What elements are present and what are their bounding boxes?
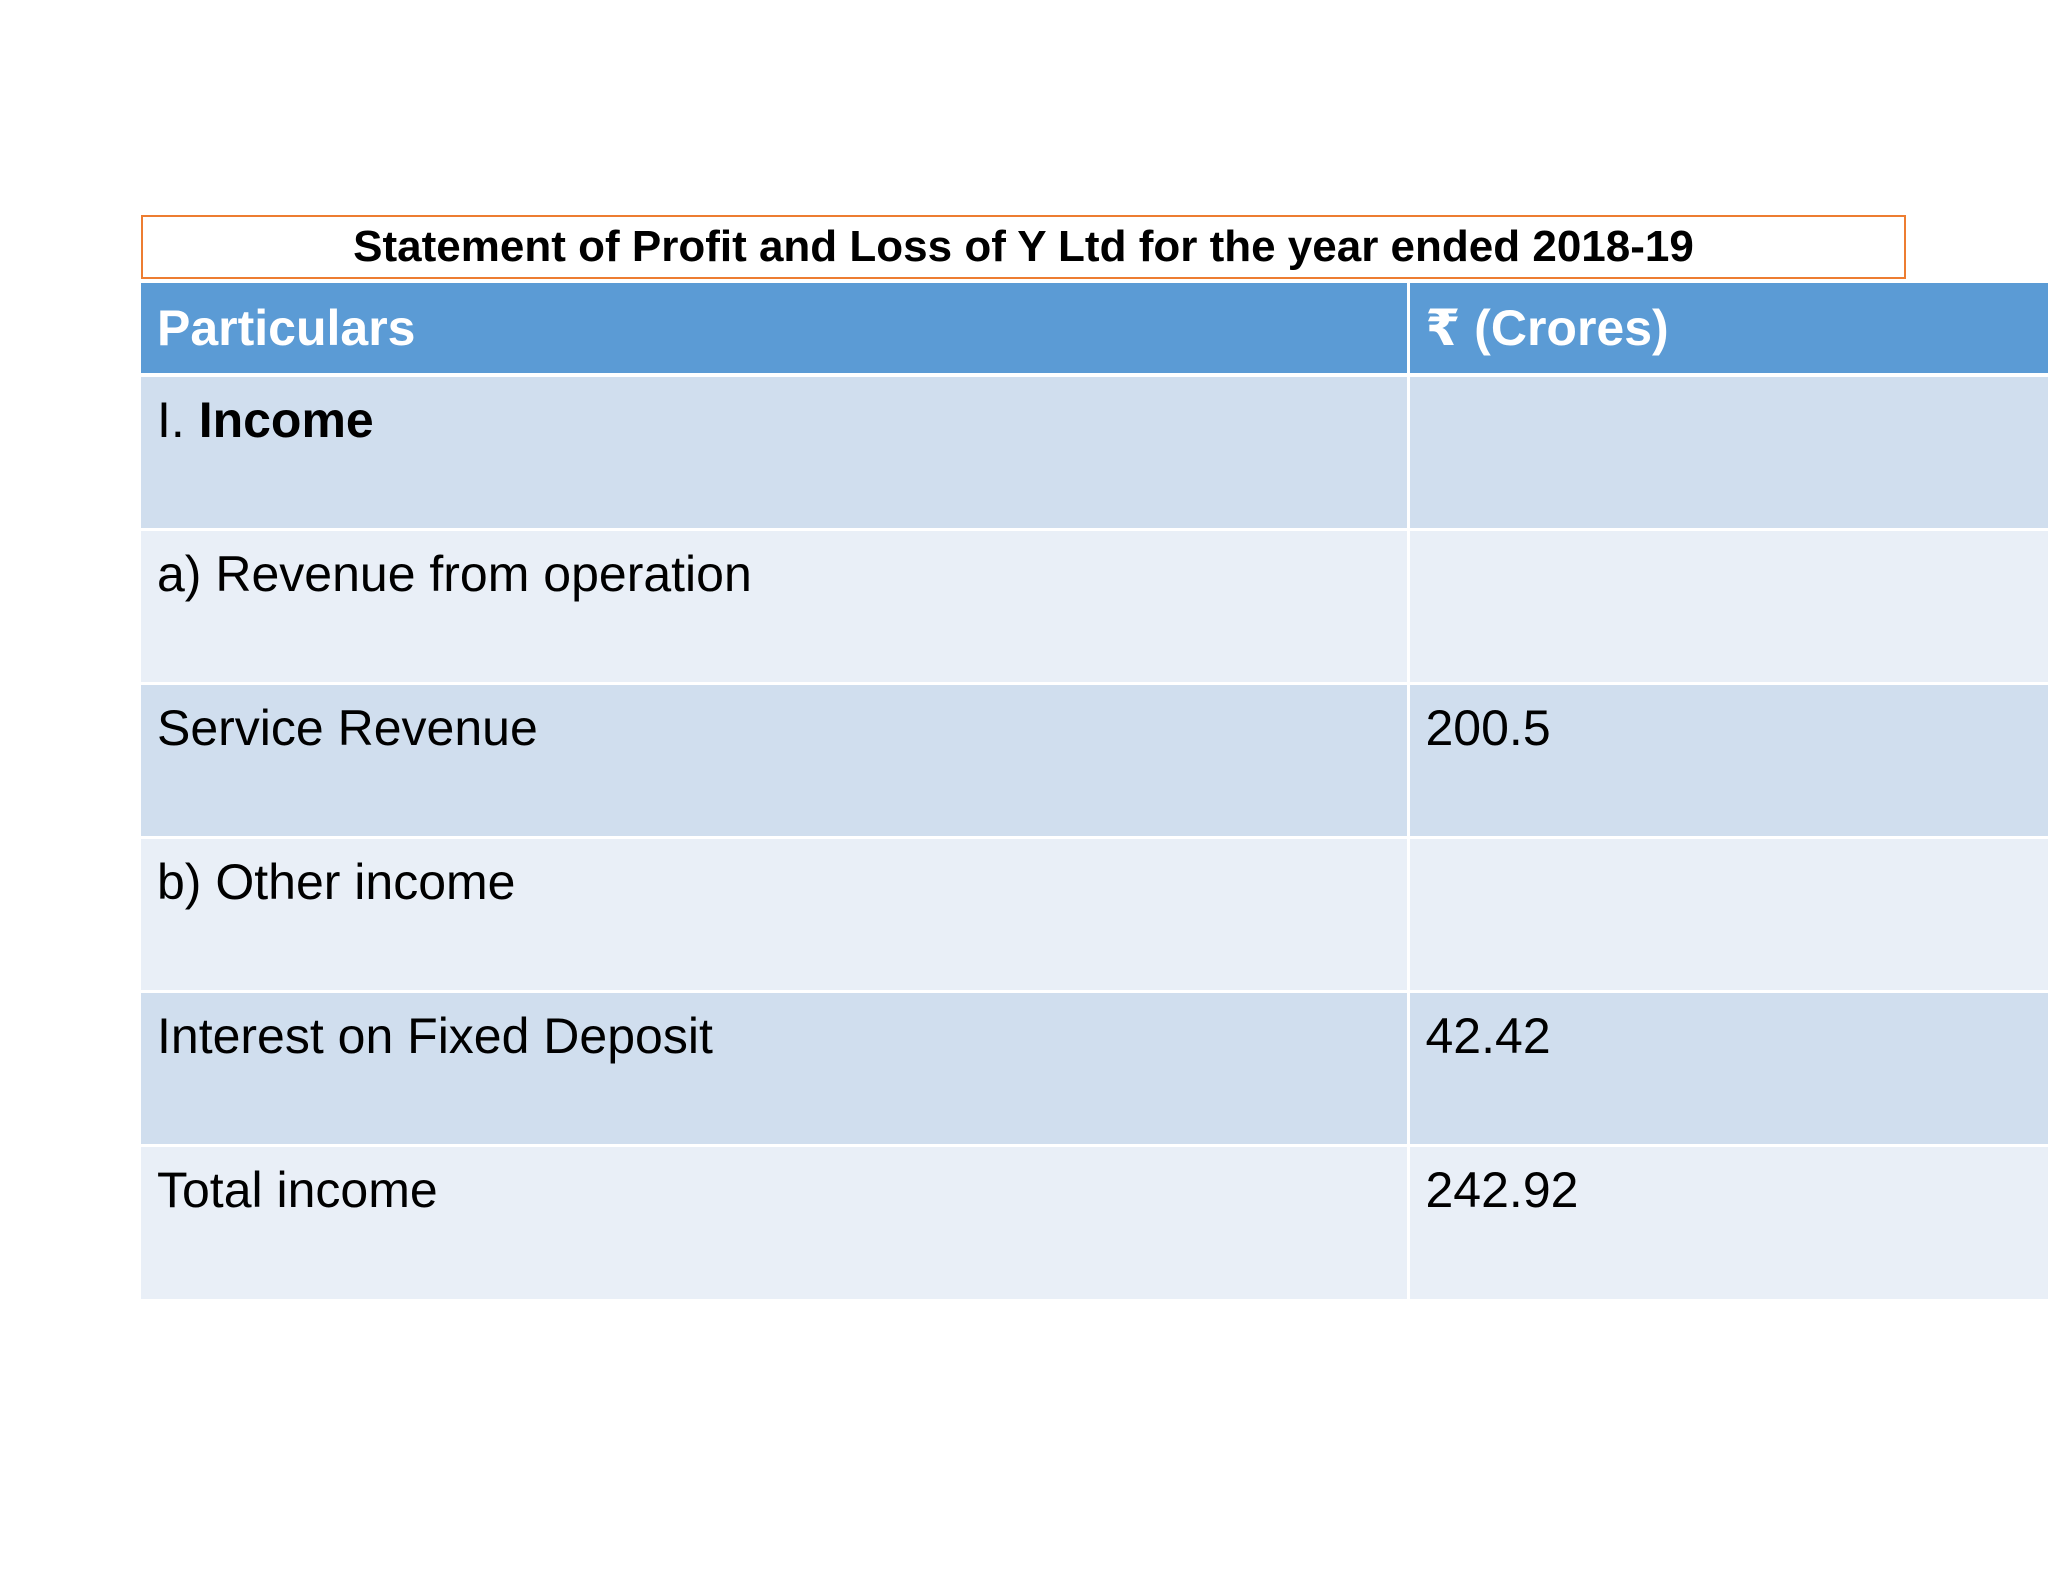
- row-value-total: 242.92: [1406, 1143, 2048, 1299]
- header-particulars: Particulars: [141, 283, 1408, 377]
- row-value: 200.5: [1406, 681, 2048, 837]
- table-row: b) Other income: [141, 835, 2048, 991]
- header-amount-crores: ₹ (Crores): [1406, 283, 2048, 377]
- row-value: [1406, 527, 2048, 683]
- row-label: b) Other income: [141, 835, 1408, 991]
- row-value: [1406, 835, 2048, 991]
- table-row: Total income 242.92: [141, 1143, 2048, 1299]
- row-value: [1406, 373, 2048, 529]
- income-table: Particulars ₹ (Crores) I. Income a) Reve…: [141, 283, 2048, 1299]
- statement-title-box: Statement of Profit and Loss of Y Ltd fo…: [141, 215, 1906, 279]
- row-label-total: Total income: [141, 1143, 1408, 1299]
- statement-title: Statement of Profit and Loss of Y Ltd fo…: [353, 222, 1694, 271]
- profit-loss-table: Particulars ₹ (Crores) I. Income a) Reve…: [141, 283, 2048, 1299]
- table-row: a) Revenue from operation: [141, 527, 2048, 683]
- row-label: a) Revenue from operation: [141, 527, 1408, 683]
- table-row: Service Revenue 200.5: [141, 681, 2048, 837]
- table-row: I. Income: [141, 373, 2048, 529]
- table-header-row: Particulars ₹ (Crores): [141, 283, 2048, 377]
- table-row: Interest on Fixed Deposit 42.42: [141, 989, 2048, 1145]
- row-label: Service Revenue: [141, 681, 1408, 837]
- row-label: Interest on Fixed Deposit: [141, 989, 1408, 1145]
- income-roman-prefix: I.: [157, 392, 199, 448]
- income-heading: Income: [198, 392, 374, 448]
- row-value: 42.42: [1406, 989, 2048, 1145]
- row-label-income: I. Income: [141, 373, 1408, 529]
